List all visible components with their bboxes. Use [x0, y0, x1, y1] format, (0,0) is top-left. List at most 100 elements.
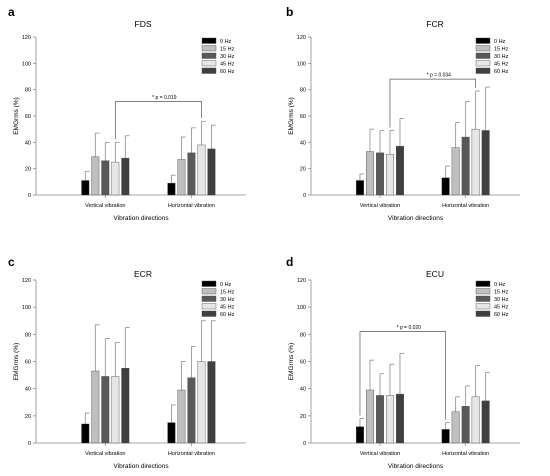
- legend-swatch: [475, 288, 491, 295]
- y-tick-label: 40: [25, 140, 31, 146]
- x-axis-label: Vibration directions: [388, 463, 444, 470]
- y-tick-label: 0: [303, 441, 306, 447]
- bar-60hz: [121, 157, 130, 196]
- panel-letter: a: [8, 5, 15, 19]
- bar-15hz: [91, 156, 100, 196]
- x-tick-label: Vertical vibration: [85, 451, 125, 457]
- y-tick-label: 80: [300, 88, 306, 94]
- x-tick-label: Horizontal vibration: [168, 203, 215, 209]
- bar-60hz: [481, 400, 490, 444]
- y-tick-label: 0: [303, 193, 306, 199]
- significance-bracket: * p = 0.020: [359, 325, 447, 420]
- legend-swatch: [475, 67, 491, 74]
- y-axis-label: EMGrms (%): [13, 343, 20, 381]
- bar-45hz: [471, 396, 480, 444]
- y-tick-label: 60: [25, 114, 31, 120]
- panel-b: b FCR 0 20 40 60 80 100 120 EMGrms (%) Vertical vi…: [286, 5, 520, 222]
- legend-swatch: [475, 45, 491, 52]
- legend-label: 60 Hz: [220, 312, 235, 318]
- y-tick-label: 80: [25, 332, 31, 338]
- legend-swatch: [201, 303, 217, 310]
- bar-60hz: [121, 368, 130, 444]
- y-tick-label: 80: [300, 332, 306, 338]
- panel-letter: b: [286, 5, 293, 19]
- bar-60hz: [207, 361, 216, 444]
- bar-30hz: [461, 406, 470, 444]
- y-tick-label: 60: [300, 114, 306, 120]
- bar-15hz: [366, 151, 374, 196]
- bar-15hz: [451, 147, 460, 196]
- legend-swatch: [201, 288, 217, 295]
- panel-d: d ECU 0 20 40 60 80 100 120 EMGrms (%) Vertical vi…: [286, 255, 520, 470]
- legend-label: 45 Hz: [494, 305, 509, 311]
- legend-label: 30 Hz: [494, 297, 509, 303]
- legend-swatch: [201, 37, 217, 44]
- panel-letter: c: [8, 255, 15, 269]
- legend-swatch: [201, 52, 217, 59]
- bar-45hz: [386, 153, 394, 196]
- x-tick-label: Horizontal vibration: [442, 203, 489, 209]
- panel-title: ECU: [426, 269, 444, 279]
- y-tick-label: 20: [25, 167, 31, 173]
- y-tick-label: 120: [22, 35, 31, 41]
- bar-30hz: [376, 152, 384, 196]
- x-tick-label: Vertical vibration: [360, 203, 400, 209]
- legend-label: 30 Hz: [494, 54, 509, 60]
- legend-label: 15 Hz: [220, 47, 235, 53]
- bar-45hz: [197, 361, 206, 444]
- y-tick-label: 120: [297, 278, 306, 284]
- legend-label: 0 Hz: [494, 39, 506, 45]
- legend-swatch: [475, 37, 491, 44]
- bar-30hz: [101, 376, 110, 444]
- y-tick-label: 0: [28, 441, 31, 447]
- panel-c: c ECR 0 20 40 60 80 100 120 EMGrms (%) Vertical vi…: [8, 255, 246, 470]
- x-tick-label: Vertical vibration: [85, 203, 125, 209]
- legend-label: 15 Hz: [494, 290, 509, 296]
- panel-letter: d: [286, 255, 293, 269]
- legend-swatch: [475, 60, 491, 67]
- bar-45hz: [111, 161, 120, 196]
- legend-swatch: [475, 295, 491, 302]
- legend-label: 0 Hz: [220, 282, 232, 288]
- legend-swatch: [475, 52, 491, 59]
- y-axis-label: EMGrms (%): [13, 97, 20, 135]
- bar-60hz: [396, 146, 404, 196]
- y-tick-label: 100: [297, 305, 306, 311]
- legend-swatch: [201, 67, 217, 74]
- legend-label: 0 Hz: [494, 282, 506, 288]
- legend-label: 30 Hz: [220, 297, 235, 303]
- bar-30hz: [187, 152, 196, 196]
- legend-label: 45 Hz: [220, 62, 235, 68]
- bar-0hz: [356, 426, 364, 444]
- bar-0hz: [81, 423, 90, 444]
- x-axis-label: Vibration directions: [113, 215, 169, 222]
- y-tick-label: 40: [300, 140, 306, 146]
- bar-60hz: [481, 130, 490, 196]
- y-tick-label: 40: [300, 387, 306, 393]
- legend-swatch: [201, 295, 217, 302]
- bar-0hz: [441, 177, 450, 196]
- bar-30hz: [461, 136, 470, 196]
- bar-60hz: [396, 393, 404, 444]
- legend-label: 0 Hz: [220, 39, 232, 45]
- legend-label: 60 Hz: [494, 69, 509, 75]
- legend-swatch: [201, 60, 217, 67]
- legend-swatch: [201, 45, 217, 52]
- y-tick-label: 100: [22, 61, 31, 67]
- panel-a: a FDS 0 20 40 60 80 100 120 EMGrms (%) Vertical vi…: [8, 5, 246, 222]
- legend-label: 60 Hz: [220, 69, 235, 75]
- bar-0hz: [167, 182, 176, 196]
- legend-label: 60 Hz: [494, 312, 509, 318]
- x-tick-label: Horizontal vibration: [168, 451, 215, 457]
- y-tick-label: 40: [25, 387, 31, 393]
- significance-label: * p = 0.020: [397, 325, 422, 331]
- legend-swatch: [201, 310, 217, 317]
- x-tick-label: Vertical vibration: [360, 451, 400, 457]
- bar-15hz: [177, 389, 186, 444]
- legend-label: 45 Hz: [220, 305, 235, 311]
- bar-15hz: [91, 370, 100, 444]
- legend-label: 15 Hz: [494, 47, 509, 53]
- bar-30hz: [101, 160, 110, 196]
- bar-15hz: [177, 159, 186, 196]
